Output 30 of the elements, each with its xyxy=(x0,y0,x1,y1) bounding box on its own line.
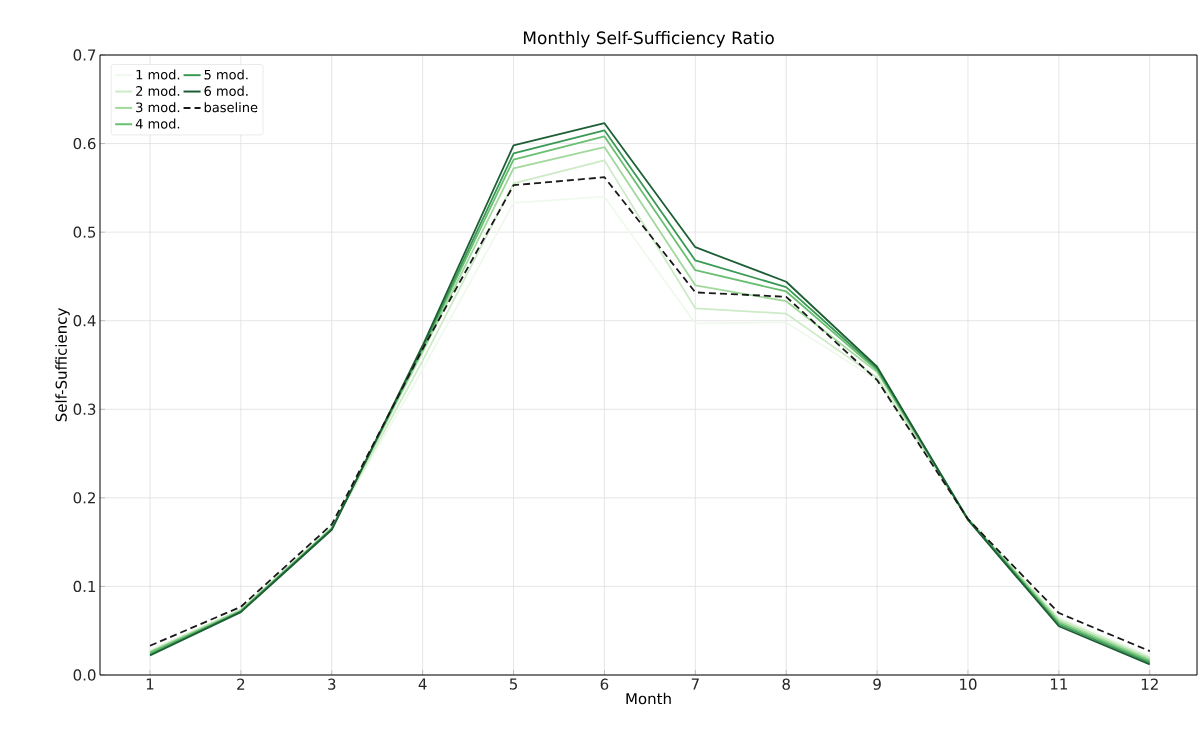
x-tick-label: 4 xyxy=(418,678,427,690)
x-axis-title: Month xyxy=(626,692,671,705)
y-tick-label: 0.4 xyxy=(73,315,96,327)
x-tick-label: 3 xyxy=(328,678,336,690)
y-tick-label: 0.3 xyxy=(73,403,96,415)
legend-label: 6 mod. xyxy=(204,85,248,96)
legend-label: 1 mod. xyxy=(136,69,180,80)
legend-label: 2 mod. xyxy=(136,85,180,96)
x-tick-label: 8 xyxy=(782,678,790,690)
legend-label: baseline xyxy=(204,102,258,113)
x-tick-label: 2 xyxy=(237,678,245,690)
y-tick-label: 0.6 xyxy=(73,137,96,150)
x-tick-label: 9 xyxy=(873,678,881,690)
y-axis-title: Self-Sufficiency xyxy=(55,308,70,422)
x-tick-label: 6 xyxy=(600,678,609,690)
y-tick-label: 0.7 xyxy=(73,49,96,61)
y-tick-label: 0.1 xyxy=(73,580,96,593)
legend-label: 3 mod. xyxy=(136,102,180,113)
x-tick-label: 10 xyxy=(960,678,977,690)
x-tick-label: 12 xyxy=(1141,678,1158,690)
x-tick-label: 11 xyxy=(1050,678,1068,690)
legend-label: 4 mod. xyxy=(135,118,180,129)
legend-label: 5 mod. xyxy=(204,69,248,80)
y-tick-label: 0.5 xyxy=(73,226,96,238)
y-tick-label: 0.2 xyxy=(73,492,95,504)
chart-title: Monthly Self-Sufficiency Ratio xyxy=(523,31,774,48)
x-tick-label: 7 xyxy=(691,678,699,690)
y-tick-label: 0.0 xyxy=(73,669,96,681)
x-tick-label: 1 xyxy=(146,678,154,690)
x-tick-label: 5 xyxy=(509,678,517,690)
